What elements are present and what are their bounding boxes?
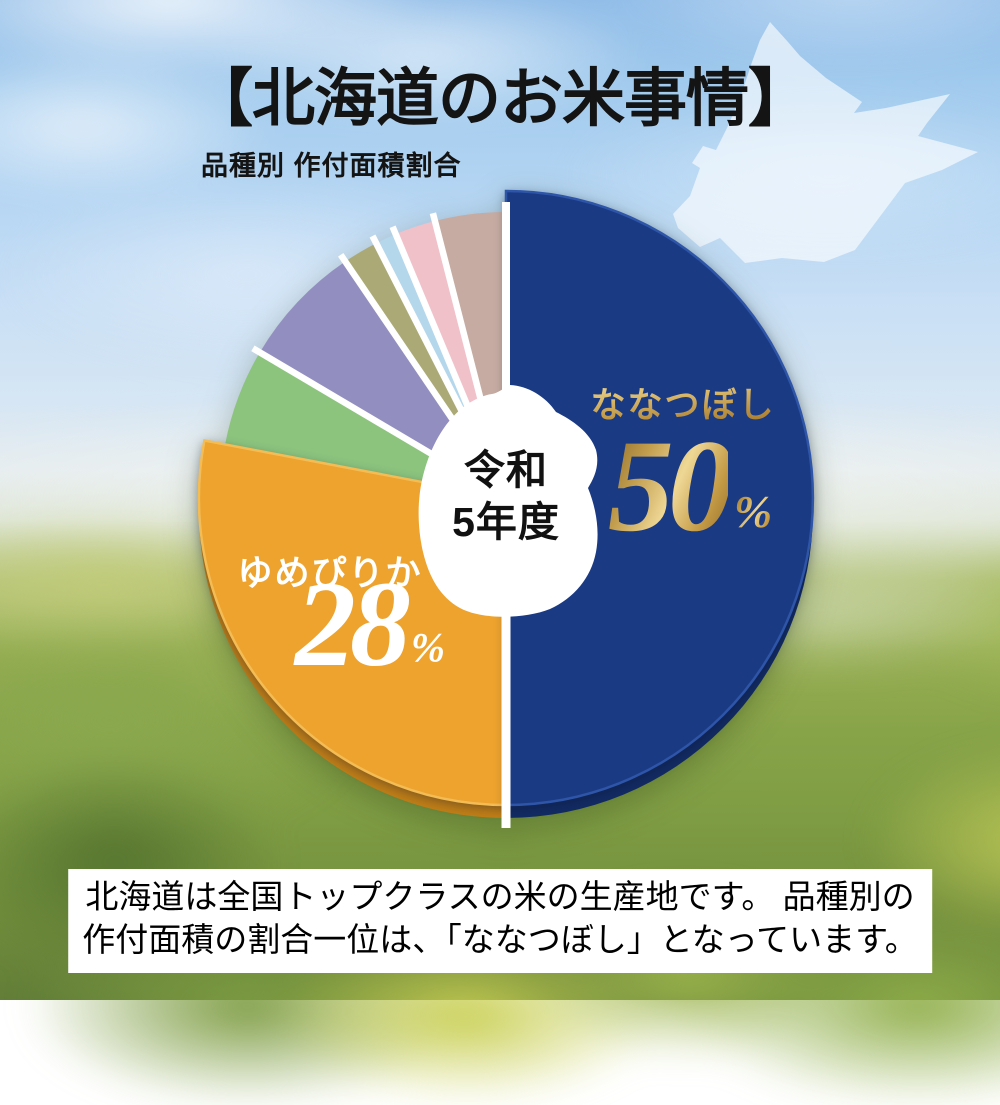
slice-value-nanatsuboshi: 50 % <box>560 412 820 559</box>
slice-label-yumepirika: ゆめぴりか <box>237 554 423 593</box>
pie-chart-svg <box>197 189 815 818</box>
percent-sign: % <box>733 486 773 538</box>
footer-note: 北海道は全国トップクラスの米の生産地です。 品種別の 作付面積の割合一位は、「な… <box>68 869 932 973</box>
donut-center-year-label: 令和 5年度 <box>396 438 616 556</box>
page-title: 【北海道のお米事情】 <box>190 64 811 134</box>
slice-percent-number: 28 <box>294 557 411 692</box>
slice-label-nanatsuboshi: ななつぼし <box>558 377 808 428</box>
year-line2: 5年度 <box>452 499 560 545</box>
year-line1: 令和 <box>464 447 548 494</box>
footer-line1: 北海道は全国トップクラスの米の生産地です。 品種別の <box>85 880 915 916</box>
slice-value-yumepirika: 28 % <box>240 557 500 692</box>
hokkaido-map-icon <box>673 22 978 263</box>
donut-hole <box>418 385 598 617</box>
footer-line2: 作付面積の割合一位は、「ななつぼし」となっています。 <box>82 922 918 959</box>
chart-subtitle: 品種別 作付面積割合 <box>201 151 462 181</box>
slice-percent-number: 50 <box>607 412 734 559</box>
percent-sign: % <box>410 624 446 671</box>
pie-slice <box>504 189 815 807</box>
